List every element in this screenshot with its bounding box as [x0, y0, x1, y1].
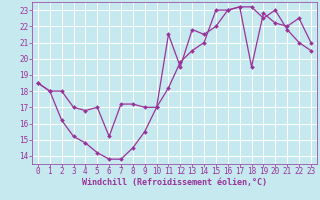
X-axis label: Windchill (Refroidissement éolien,°C): Windchill (Refroidissement éolien,°C) [82, 178, 267, 187]
